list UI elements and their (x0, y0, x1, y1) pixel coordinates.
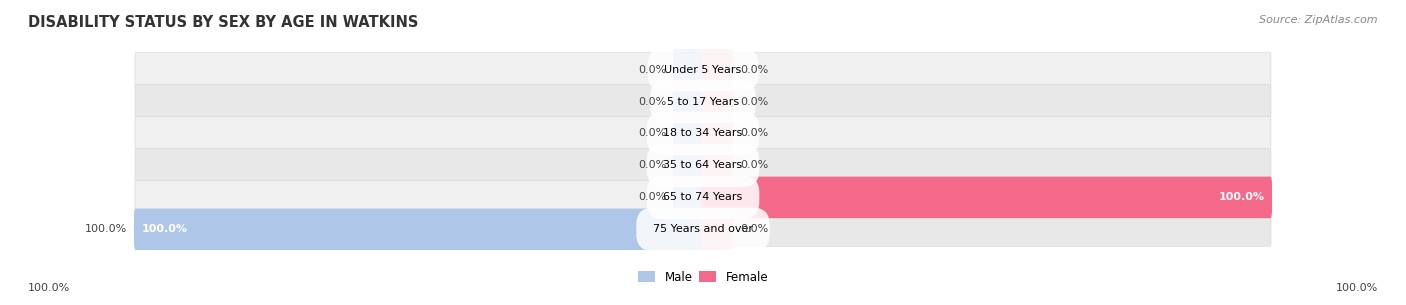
Legend: Male, Female: Male, Female (633, 266, 773, 289)
FancyBboxPatch shape (702, 49, 733, 90)
Text: 35 to 64 Years: 35 to 64 Years (664, 160, 742, 170)
Text: 75 Years and over: 75 Years and over (652, 224, 754, 234)
FancyBboxPatch shape (135, 181, 1271, 214)
FancyBboxPatch shape (702, 177, 1272, 218)
FancyBboxPatch shape (673, 177, 704, 218)
FancyBboxPatch shape (135, 212, 1271, 246)
Text: 0.0%: 0.0% (638, 192, 666, 203)
FancyBboxPatch shape (702, 209, 733, 250)
Text: 0.0%: 0.0% (740, 128, 768, 138)
Text: 65 to 74 Years: 65 to 74 Years (664, 192, 742, 203)
FancyBboxPatch shape (702, 145, 733, 186)
Text: 0.0%: 0.0% (740, 65, 768, 74)
Text: 100.0%: 100.0% (1336, 283, 1378, 293)
Text: Under 5 Years: Under 5 Years (665, 65, 741, 74)
Text: 5 to 17 Years: 5 to 17 Years (666, 96, 740, 106)
Text: 0.0%: 0.0% (740, 224, 768, 234)
Text: 100.0%: 100.0% (84, 224, 127, 234)
Text: 0.0%: 0.0% (638, 96, 666, 106)
FancyBboxPatch shape (134, 209, 704, 250)
Text: 0.0%: 0.0% (740, 96, 768, 106)
FancyBboxPatch shape (135, 117, 1271, 150)
FancyBboxPatch shape (673, 49, 704, 90)
Text: 100.0%: 100.0% (28, 283, 70, 293)
Text: 0.0%: 0.0% (638, 160, 666, 170)
Text: 100.0%: 100.0% (142, 224, 187, 234)
FancyBboxPatch shape (702, 113, 733, 154)
FancyBboxPatch shape (135, 53, 1271, 87)
FancyBboxPatch shape (135, 84, 1271, 118)
Text: 18 to 34 Years: 18 to 34 Years (664, 128, 742, 138)
FancyBboxPatch shape (702, 81, 733, 122)
FancyBboxPatch shape (673, 81, 704, 122)
Text: 0.0%: 0.0% (638, 65, 666, 74)
FancyBboxPatch shape (673, 113, 704, 154)
Text: 100.0%: 100.0% (1219, 192, 1264, 203)
FancyBboxPatch shape (673, 145, 704, 186)
FancyBboxPatch shape (135, 149, 1271, 182)
Text: Source: ZipAtlas.com: Source: ZipAtlas.com (1260, 15, 1378, 25)
Text: 0.0%: 0.0% (638, 128, 666, 138)
Text: 0.0%: 0.0% (740, 160, 768, 170)
Text: DISABILITY STATUS BY SEX BY AGE IN WATKINS: DISABILITY STATUS BY SEX BY AGE IN WATKI… (28, 15, 419, 30)
